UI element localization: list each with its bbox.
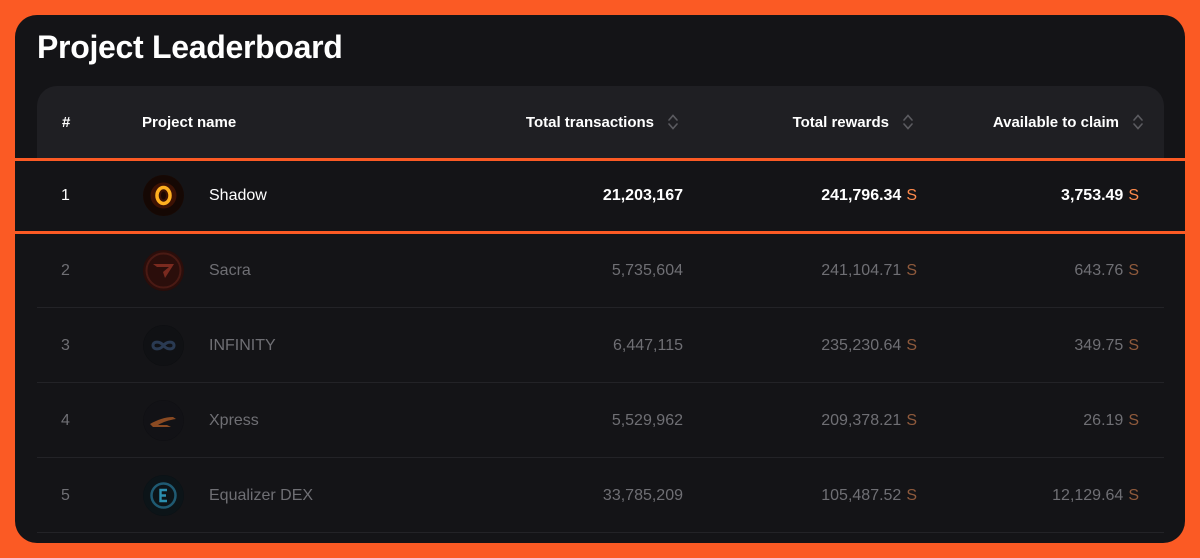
- xpress-logo-icon: [143, 383, 184, 458]
- rewards-value: 209,378.21: [821, 411, 902, 429]
- claim-value: 12,129.64: [1052, 486, 1124, 504]
- available-to-claim: 643.76 S: [1074, 233, 1139, 308]
- available-to-claim: 3,753.49 S: [1061, 158, 1139, 233]
- sacra-logo-icon: [143, 233, 184, 308]
- page-title: Project Leaderboard: [37, 29, 343, 65]
- unit-label: S: [1128, 336, 1139, 354]
- sort-icon[interactable]: [1132, 112, 1144, 132]
- table-header: # Project name Total transactions Total …: [37, 86, 1164, 158]
- total-transactions: 6,447,115: [613, 336, 683, 354]
- claim-value: 3,753.49: [1061, 186, 1124, 204]
- header-label: Available to claim: [992, 113, 1119, 131]
- unit-label: S: [1128, 261, 1139, 279]
- project-name[interactable]: Equalizer DEX: [209, 486, 314, 504]
- project-name[interactable]: Xpress: [209, 411, 259, 429]
- header-label: Total transactions: [525, 113, 654, 131]
- unit-label: S: [1128, 411, 1139, 429]
- project-name[interactable]: Sacra: [209, 261, 251, 279]
- header-total-rewards[interactable]: Total rewards: [793, 86, 914, 158]
- total-rewards: 241,796.34 S: [821, 158, 917, 233]
- row-rank: 5: [61, 486, 70, 504]
- leaderboard-rows: 1 Shadow 21,203,167 241,796.34 S 3,753.49…: [15, 158, 1185, 533]
- unit-label: S: [906, 261, 917, 279]
- total-transactions: 5,735,604: [611, 261, 683, 279]
- claim-value: 349.75: [1074, 336, 1124, 354]
- table-row[interactable]: 1 Shadow 21,203,167 241,796.34 S 3,753.49…: [15, 158, 1185, 234]
- row-rank: 1: [61, 186, 70, 204]
- infinity-logo-icon: [143, 308, 184, 383]
- total-rewards: 105,487.52 S: [821, 458, 917, 533]
- unit-label: S: [906, 336, 917, 354]
- equalizer-logo-icon: [143, 458, 184, 533]
- rewards-value: 241,796.34: [821, 186, 902, 204]
- row-rank: 3: [61, 336, 70, 354]
- project-name[interactable]: INFINITY: [209, 336, 276, 354]
- available-to-claim: 12,129.64 S: [1052, 458, 1139, 533]
- rewards-value: 241,104.71: [821, 261, 902, 279]
- table-row[interactable]: 2 Sacra 5,735,604 241,104.71 S 643.76 S: [37, 233, 1164, 308]
- total-rewards: 241,104.71 S: [821, 233, 917, 308]
- unit-label: S: [1128, 486, 1139, 504]
- header-available-to-claim[interactable]: Available to claim: [993, 86, 1144, 158]
- table-row[interactable]: 5 Equalizer DEX 33,785,209 105,487.52 S 1…: [37, 458, 1164, 533]
- header-label: Total rewards: [792, 113, 889, 131]
- unit-label: S: [906, 486, 917, 504]
- highlight-top-border: [15, 158, 1185, 161]
- project-name[interactable]: Shadow: [209, 186, 267, 204]
- sort-icon[interactable]: [902, 112, 914, 132]
- table-row[interactable]: 4 Xpress 5,529,962 209,378.21 S 26.19 S: [37, 383, 1164, 458]
- total-transactions: 21,203,167: [602, 186, 683, 204]
- rewards-value: 105,487.52: [821, 486, 902, 504]
- header-project-name: Project name: [142, 113, 237, 131]
- rewards-value: 235,230.64: [821, 336, 902, 354]
- table-row[interactable]: 3 INFINITY 6,447,115 235,230.64 S 349.75 S: [37, 308, 1164, 383]
- unit-label: S: [1128, 186, 1139, 204]
- row-rank: 2: [61, 261, 70, 279]
- claim-value: 26.19: [1083, 411, 1124, 429]
- total-rewards: 209,378.21 S: [821, 383, 917, 458]
- highlight-bottom-border: [15, 231, 1185, 234]
- unit-label: S: [906, 186, 917, 204]
- claim-value: 643.76: [1074, 261, 1124, 279]
- unit-label: S: [906, 411, 917, 429]
- total-transactions: 33,785,209: [602, 486, 683, 504]
- header-rank: #: [62, 113, 71, 131]
- shadow-logo-icon: [143, 158, 184, 233]
- row-rank: 4: [61, 411, 70, 429]
- header-total-transactions[interactable]: Total transactions: [526, 86, 679, 158]
- leaderboard-panel: Project Leaderboard # Project name Total…: [15, 15, 1185, 543]
- available-to-claim: 349.75 S: [1074, 308, 1139, 383]
- available-to-claim: 26.19 S: [1083, 383, 1139, 458]
- sort-icon[interactable]: [667, 112, 679, 132]
- total-rewards: 235,230.64 S: [821, 308, 917, 383]
- total-transactions: 5,529,962: [611, 411, 683, 429]
